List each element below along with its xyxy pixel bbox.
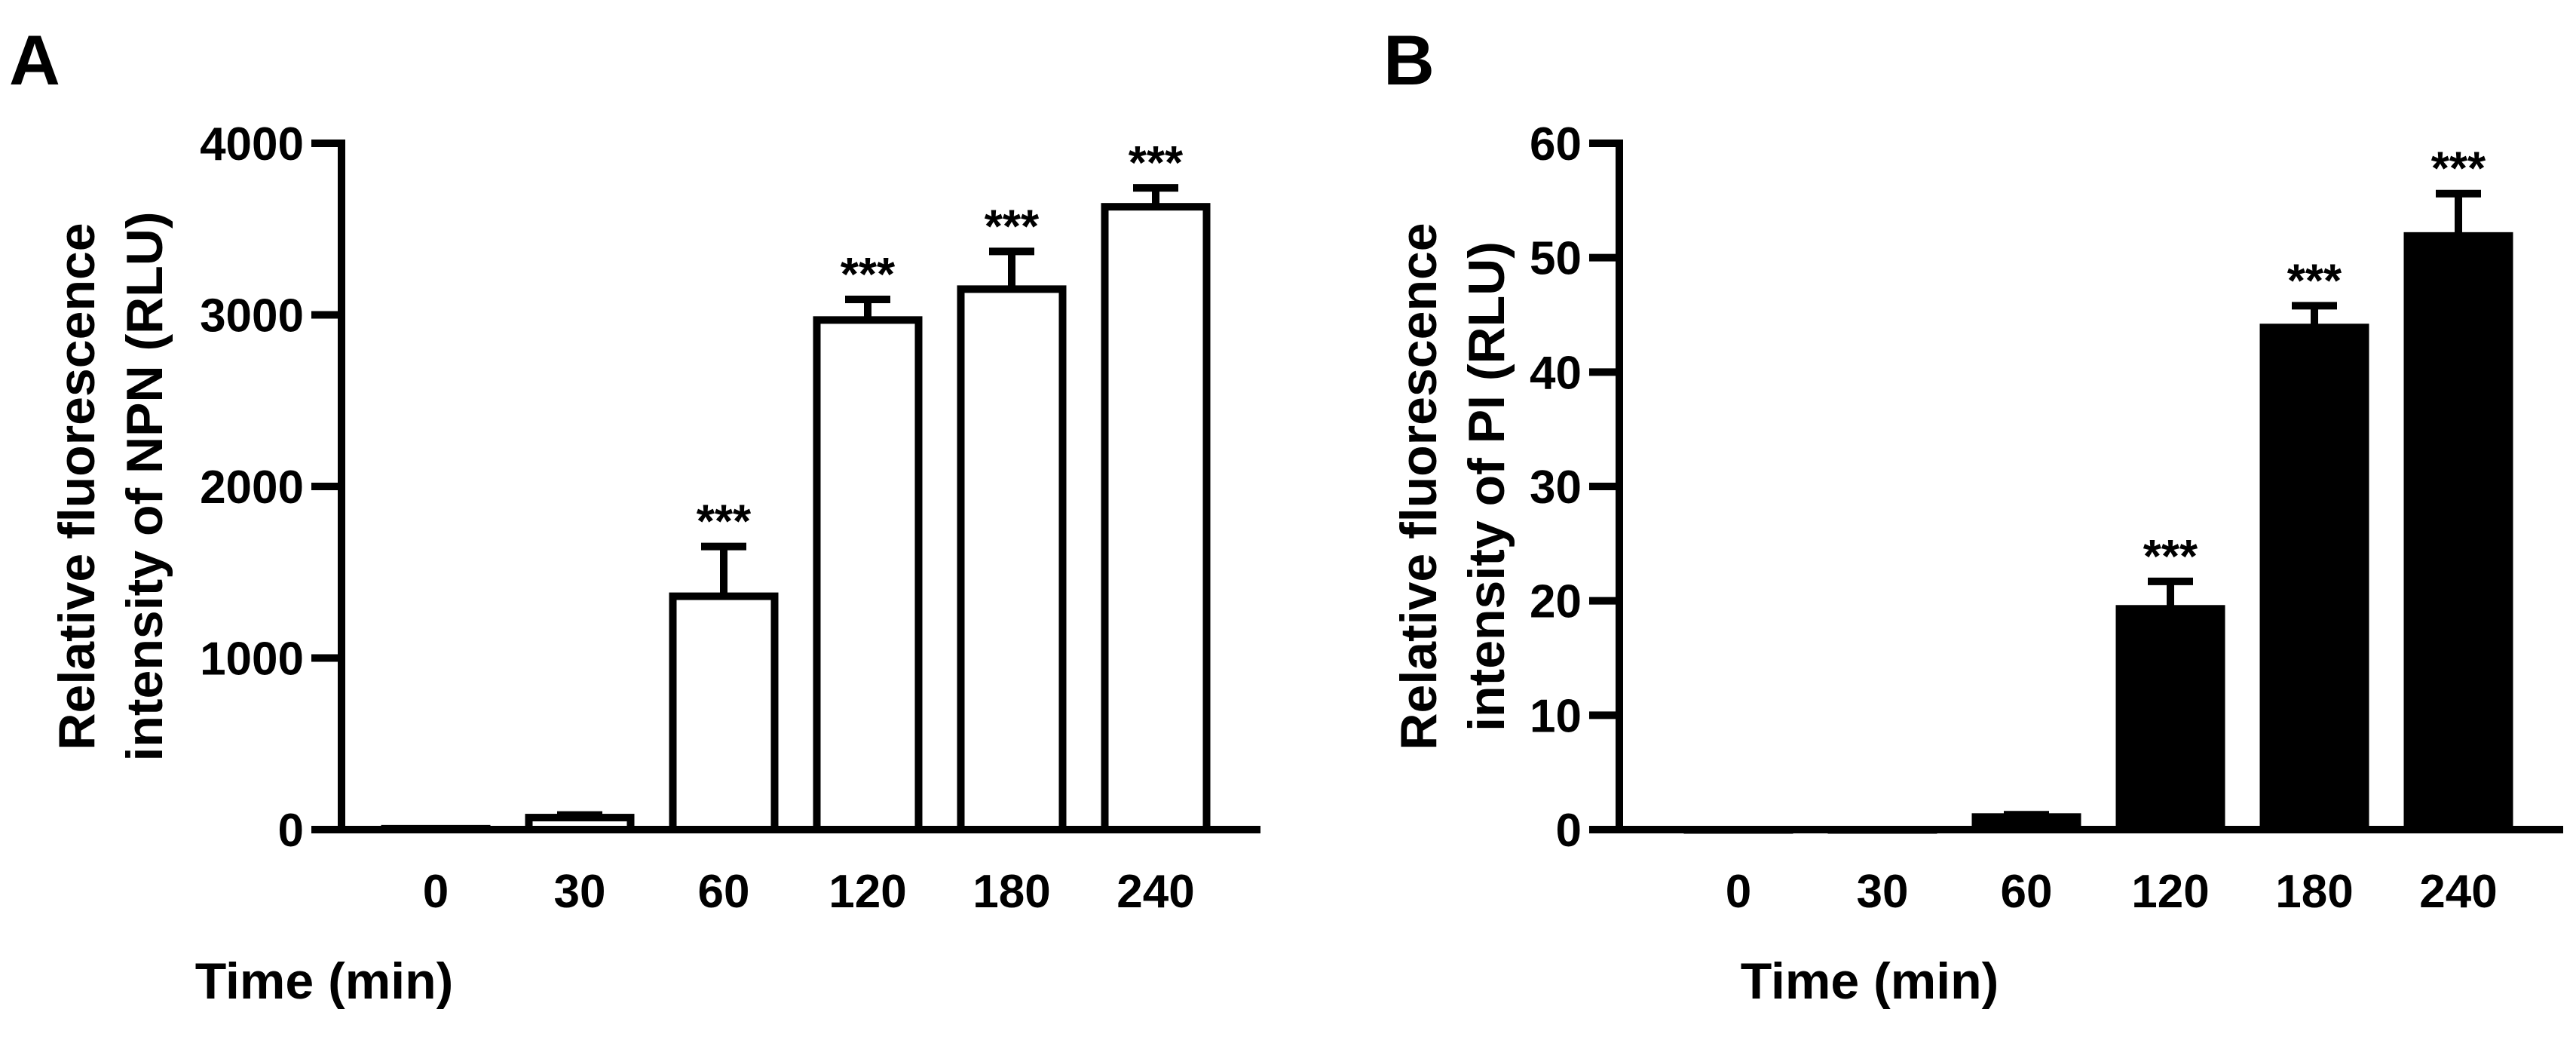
y-tick-label: 3000 — [200, 290, 304, 342]
y-tick-label: 30 — [1530, 462, 1582, 514]
y-tick-label: 40 — [1530, 347, 1582, 399]
y-tick-label: 20 — [1530, 576, 1582, 628]
chart-panel-a: A Time (min) Relative fluorescence inten… — [9, 20, 1260, 1010]
y-tick-label: 1000 — [200, 634, 304, 686]
significance-label: *** — [841, 249, 896, 301]
bar-120 — [813, 316, 923, 833]
y-axis-title-line-1: Relative fluorescence — [48, 222, 106, 750]
y-tick-label: 0 — [278, 805, 304, 857]
significance-label: *** — [2431, 143, 2486, 195]
significance-label: *** — [985, 201, 1040, 253]
significance-label: *** — [1129, 137, 1184, 189]
x-tick-label: 30 — [554, 866, 606, 918]
y-axis-title-line-1: Relative fluorescence — [1390, 222, 1447, 750]
bar-60 — [669, 592, 779, 833]
y-tick-label: 4000 — [200, 118, 304, 170]
plot-area: 0 30 *** 60 *** 120 *** 180 *** 240 0 1000 2000 3000 4… — [200, 118, 1260, 918]
y-tick-label: 10 — [1530, 690, 1582, 742]
x-axis-title: Time (min) — [195, 953, 454, 1010]
plot-area: 0 30 60 *** 120 *** 180 *** 240 0 10 20 30 40 50 60 — [1530, 118, 2563, 918]
y-tick-label: 50 — [1530, 233, 1582, 285]
x-tick-label: 60 — [2001, 866, 2053, 918]
y-axis-title-line-2: intensity of PI (RLU) — [1458, 241, 1515, 732]
bar-120 — [2115, 605, 2225, 833]
bar-240 — [1101, 203, 1211, 833]
x-tick-label: 120 — [829, 866, 906, 918]
x-tick-label: 240 — [1116, 866, 1194, 918]
chart-panel-b: B Time (min) Relative fluorescence inten… — [1383, 20, 2563, 1010]
x-tick-label: 180 — [2275, 866, 2353, 918]
bar-180 — [957, 285, 1067, 833]
x-axis-title: Time (min) — [1741, 953, 1999, 1010]
y-tick-label: 2000 — [200, 462, 304, 514]
x-tick-label: 240 — [2419, 866, 2497, 918]
y-tick-label: 0 — [1556, 805, 1582, 857]
x-tick-label: 180 — [973, 866, 1050, 918]
y-tick-label: 60 — [1530, 118, 1582, 170]
x-tick-label: 30 — [1857, 866, 1909, 918]
significance-label: *** — [2287, 255, 2342, 307]
bar-240 — [2403, 232, 2513, 834]
y-axis-title-line-2: intensity of NPN (RLU) — [116, 211, 173, 761]
panel-label: A — [9, 20, 60, 100]
x-tick-label: 0 — [423, 866, 449, 918]
significance-label: *** — [2143, 531, 2198, 583]
x-tick-label: 60 — [698, 866, 750, 918]
panel-label: B — [1383, 20, 1435, 100]
bar-180 — [2259, 324, 2369, 833]
x-tick-label: 120 — [2131, 866, 2209, 918]
significance-label: *** — [697, 496, 752, 548]
x-tick-label: 0 — [1726, 866, 1751, 918]
